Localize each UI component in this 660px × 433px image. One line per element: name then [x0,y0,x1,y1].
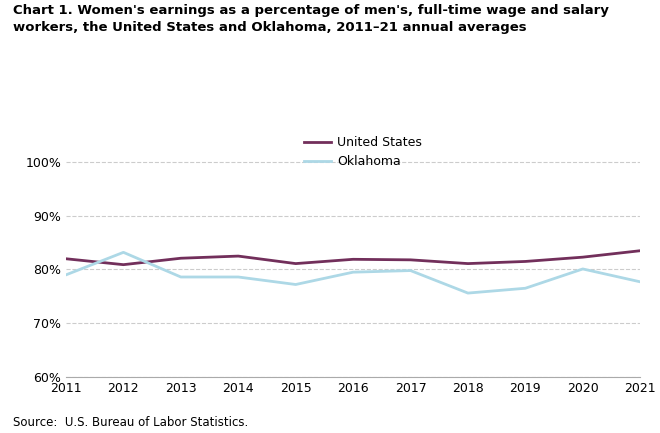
Text: Chart 1. Women's earnings as a percentage of men's, full-time wage and salary
wo: Chart 1. Women's earnings as a percentag… [13,4,609,34]
Text: Source:  U.S. Bureau of Labor Statistics.: Source: U.S. Bureau of Labor Statistics. [13,416,248,429]
Legend: United States, Oklahoma: United States, Oklahoma [304,136,422,168]
